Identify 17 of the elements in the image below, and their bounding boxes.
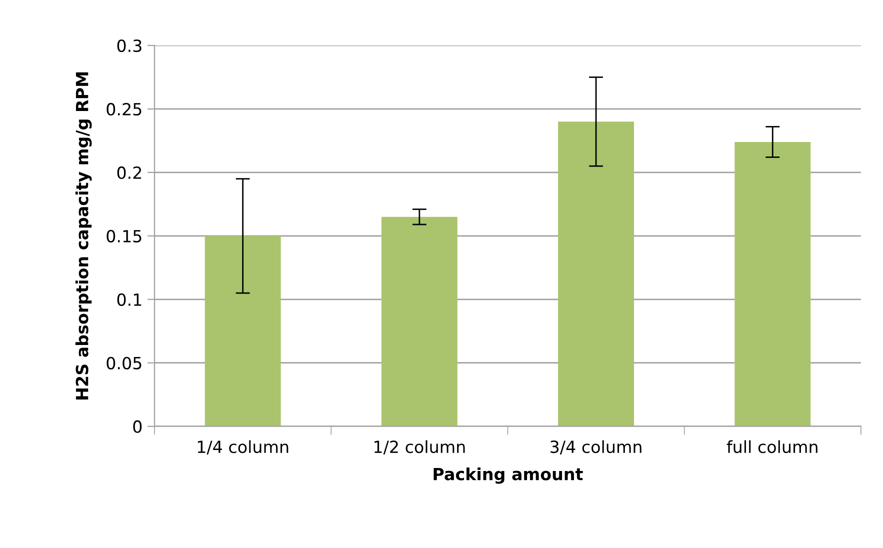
x-tick-label: 1/4 column	[198, 440, 288, 454]
y-tick-label: 0.3	[117, 39, 142, 52]
bar	[734, 142, 811, 426]
y-tick-label: 0	[133, 420, 142, 433]
bar	[381, 216, 458, 426]
y-axis-title: H2S absorption capacity mg/g RPM	[75, 72, 92, 400]
bar	[204, 236, 281, 426]
y-tick-label: 0.15	[106, 230, 142, 242]
bar	[558, 122, 634, 426]
y-tick-label: 0.1	[117, 293, 142, 306]
y-tick-label: 0.25	[106, 102, 142, 116]
x-tick-label: full column	[726, 440, 818, 454]
x-tick-label: 3/4 column	[550, 440, 642, 454]
y-tick-label: 0.05	[106, 356, 142, 370]
x-tick-label: 1/2 column	[374, 440, 465, 454]
x-axis-title: Packing amount	[434, 467, 583, 484]
y-tick-label: 0.2	[117, 166, 142, 180]
